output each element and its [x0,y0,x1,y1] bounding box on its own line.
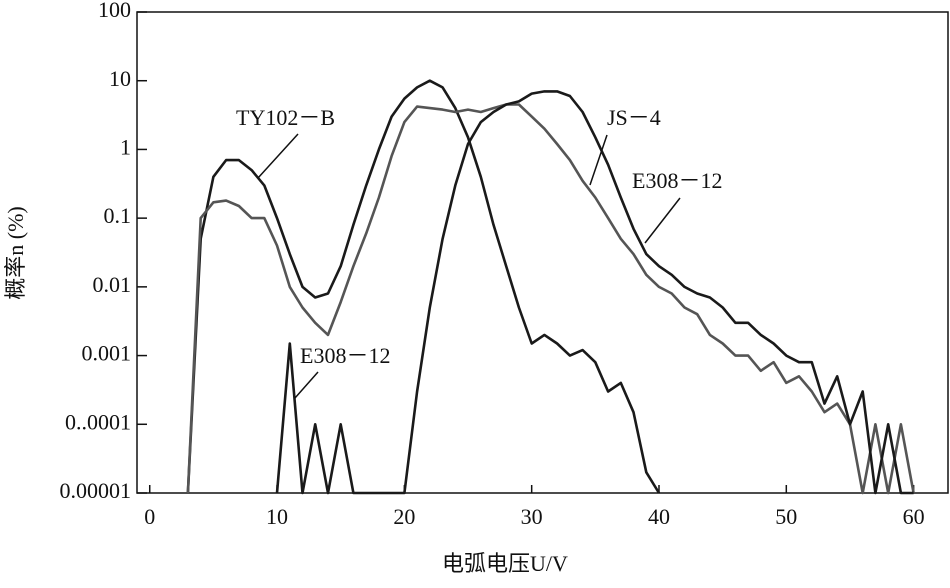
x-tick-label: 60 [903,504,925,529]
y-tick-label: 100 [98,0,131,22]
y-tick-label: 1 [120,134,131,159]
series-line [186,79,661,494]
x-tick-label: 30 [521,504,543,529]
annotation: JS－4 [607,105,661,130]
annotation-leader [589,134,608,186]
y-tick-label: 0.1 [104,203,132,228]
annotation-leader [644,197,681,244]
annotation: E308－12 [300,343,390,368]
y-tick-label: 0..0001 [65,409,131,434]
annotation: TY102－B [236,105,335,130]
annotation-leader [257,133,299,179]
y-tick-label: 0.001 [82,341,132,366]
x-tick-label: 10 [266,504,288,529]
annotation: E308－12 [632,168,722,193]
plot-frame [136,11,949,494]
series-line [275,90,914,495]
x-tick-label: 20 [393,504,415,529]
x-tick-label: 40 [648,504,670,529]
x-axis-label: 电弧电压U/V [442,551,568,576]
y-axis-label: 概率n (%) [3,206,28,299]
x-tick-label: 50 [775,504,797,529]
x-tick-label: 0 [144,504,155,529]
y-tick-label: 0.00001 [60,478,132,503]
annotation-leader [294,371,319,399]
y-tick-label: 0.01 [93,272,132,297]
series-line [186,103,915,495]
y-tick-label: 10 [109,66,131,91]
